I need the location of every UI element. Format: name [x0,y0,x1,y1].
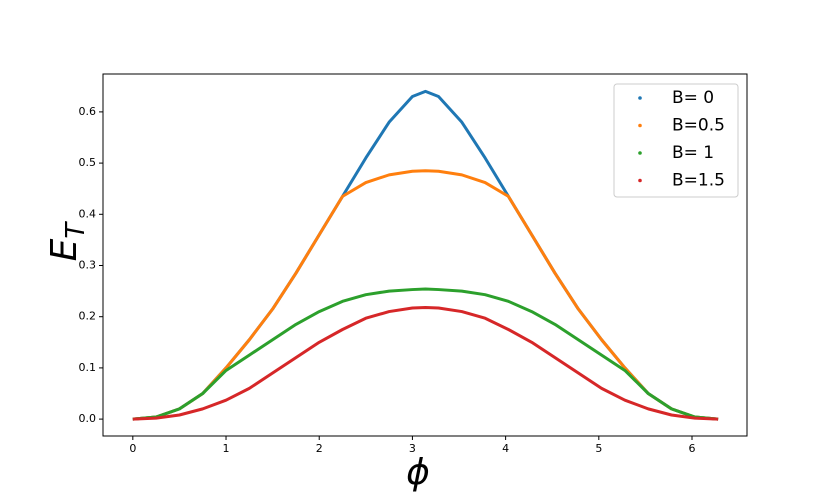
y-tick-label: 0.0 [79,412,97,425]
y-tick-label: 0.1 [79,361,97,374]
y-tick-label: 0.4 [79,207,97,220]
legend-marker [638,123,642,128]
legend-marker [638,151,642,155]
legend-marker [638,178,642,183]
legend-label: B=1.5 [672,171,725,191]
legend-frame [613,83,739,198]
x-tick-label: 1 [223,442,230,455]
y-tick-label: 0.5 [79,156,97,169]
legend-label: B= 1 [672,143,714,163]
series-line [132,305,719,421]
legend-marker [638,96,642,100]
y-axis-label-sub: T [61,221,91,239]
x-tick-label: 4 [502,442,509,455]
y-tick-label: 0.2 [79,310,97,323]
y-tick-label: 0.3 [79,258,97,271]
legend: B= 0 B=0.5 B= 1 B=1.5 [613,83,739,198]
legend-label: B=0.5 [672,116,725,136]
x-axis-label: ϕ [406,452,430,493]
x-tick-label: 0 [129,442,136,455]
y-axis-label: ET [44,221,91,262]
x-tick-label: 2 [316,442,323,455]
x-tick-label: 5 [595,442,602,455]
y-axis-label-main: E [44,238,85,261]
y-tick-label: 0.6 [79,105,97,118]
legend-label: B= 0 [672,88,714,108]
series-line [132,287,719,421]
plot-frame [102,73,748,437]
x-tick-label: 6 [689,442,696,455]
series-line [132,169,719,421]
x-tick-label: 3 [409,442,416,455]
